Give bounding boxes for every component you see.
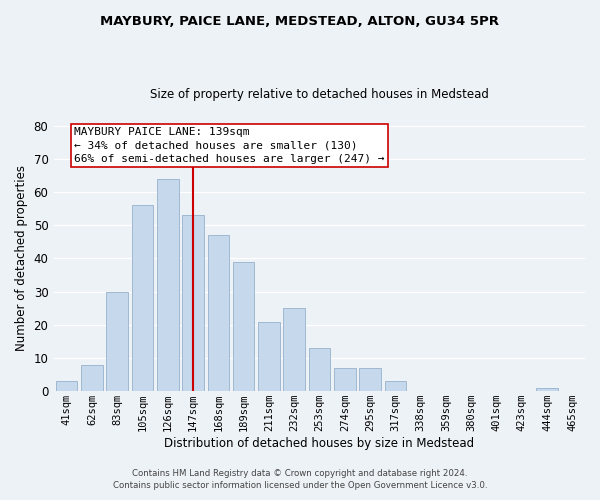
Bar xyxy=(309,348,330,391)
Bar xyxy=(56,381,77,391)
Bar xyxy=(334,368,356,391)
Bar xyxy=(106,292,128,391)
Bar xyxy=(208,236,229,391)
Bar xyxy=(258,322,280,391)
Bar xyxy=(536,388,558,391)
Text: MAYBURY PAICE LANE: 139sqm
← 34% of detached houses are smaller (130)
66% of sem: MAYBURY PAICE LANE: 139sqm ← 34% of deta… xyxy=(74,128,385,164)
Bar xyxy=(359,368,381,391)
X-axis label: Distribution of detached houses by size in Medstead: Distribution of detached houses by size … xyxy=(164,437,475,450)
Text: Contains HM Land Registry data © Crown copyright and database right 2024.
Contai: Contains HM Land Registry data © Crown c… xyxy=(113,468,487,490)
Title: Size of property relative to detached houses in Medstead: Size of property relative to detached ho… xyxy=(150,88,489,101)
Bar xyxy=(233,262,254,391)
Bar xyxy=(132,206,153,391)
Bar xyxy=(385,381,406,391)
Bar xyxy=(182,216,204,391)
Text: MAYBURY, PAICE LANE, MEDSTEAD, ALTON, GU34 5PR: MAYBURY, PAICE LANE, MEDSTEAD, ALTON, GU… xyxy=(101,15,499,28)
Y-axis label: Number of detached properties: Number of detached properties xyxy=(15,166,28,352)
Bar xyxy=(157,179,179,391)
Bar xyxy=(81,364,103,391)
Bar xyxy=(283,308,305,391)
